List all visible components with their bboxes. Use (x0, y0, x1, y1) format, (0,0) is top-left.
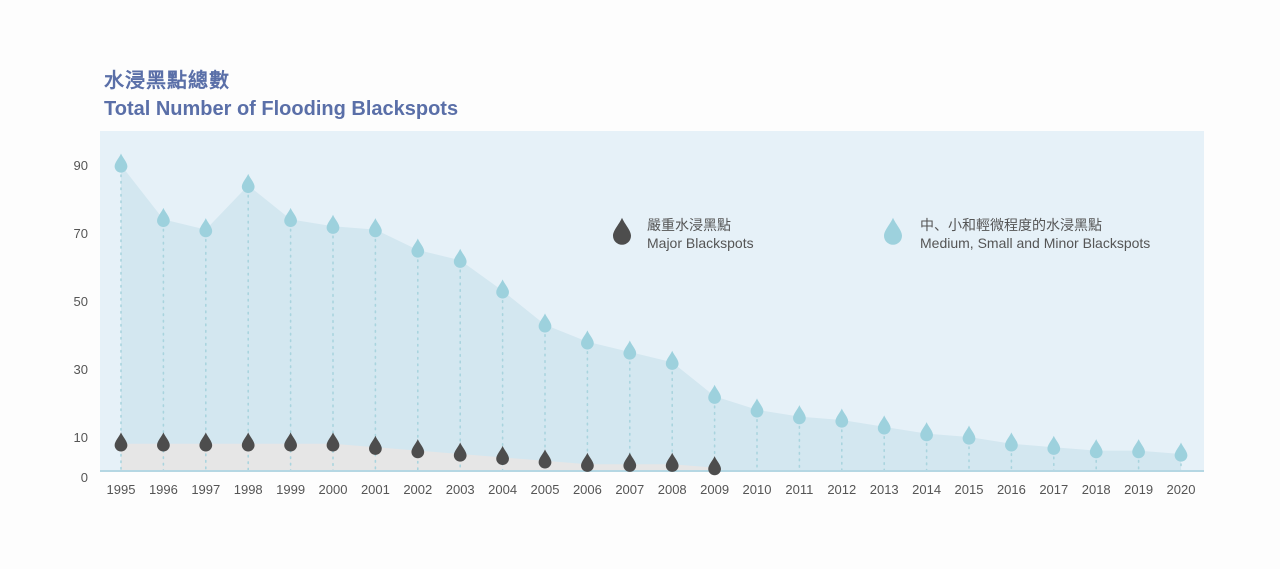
medium-blackspot-drop (1174, 442, 1188, 462)
medium-blackspot-drop (962, 425, 976, 445)
x-tick-label: 2019 (1124, 482, 1153, 497)
y-tick-label: 90 (74, 158, 88, 173)
drop-lines (120, 174, 1182, 472)
medium-blackspot-drop (1132, 439, 1145, 459)
major-blackspot-drop (665, 452, 679, 472)
medium-blackspot-drop (708, 384, 721, 404)
dark-drop-icon (613, 217, 631, 245)
legend: 嚴重水浸黑點 Major Blackspots 中、小和輕微程度的水浸黑點 Mediu… (613, 217, 1150, 251)
x-tick-label: 2007 (615, 482, 644, 497)
major-blackspot-drop (284, 432, 297, 452)
major-blackspot-drop (326, 432, 340, 452)
x-tick-label: 2016 (997, 482, 1026, 497)
medium-blackspot-drop (496, 279, 509, 299)
medium-blackspot-drop (581, 330, 594, 350)
x-tick-label: 1998 (234, 482, 263, 497)
x-tick-label: 2009 (700, 482, 729, 497)
x-tick-label: 2010 (743, 482, 772, 497)
x-tick-label: 2001 (361, 482, 390, 497)
medium-blackspot-drop (326, 214, 340, 234)
medium-blackspot-drop (1047, 435, 1061, 455)
chart-title-zh: 水浸黑點總數 (104, 70, 230, 92)
legend-label-en: Medium, Small and Minor Blackspots (920, 235, 1150, 251)
x-tick-label: 2014 (912, 482, 941, 497)
medium-blackspot-drop (453, 248, 467, 268)
y-tick-label: 30 (74, 362, 88, 377)
x-tick-label: 2006 (573, 482, 602, 497)
medium-blackspot-drop (920, 422, 933, 442)
medium-blackspot-drop (1089, 439, 1103, 459)
x-tick-label: 2013 (870, 482, 899, 497)
x-tick-label: 2008 (658, 482, 687, 497)
x-tick-label: 2005 (531, 482, 560, 497)
major-blackspot-drop (114, 432, 128, 452)
chart-title: 水浸黑點總數 Total Number of Flooding Blackspo… (104, 68, 458, 124)
major-blackspot-drop (623, 452, 637, 472)
x-tick-label: 1997 (191, 482, 220, 497)
medium-blackspot-drop (623, 340, 637, 360)
x-tick-label: 2000 (319, 482, 348, 497)
major-blackspot-drop (369, 435, 382, 455)
medium-blackspots-area (121, 165, 1181, 471)
medium-blackspot-drop (538, 313, 552, 333)
x-tick-label: 2011 (785, 482, 813, 497)
medium-blackspot-drop (665, 350, 679, 370)
x-tick-label: 2002 (403, 482, 432, 497)
major-blackspot-drop (581, 452, 594, 472)
medium-blackspot-drop (835, 408, 849, 428)
x-tick-label: 2017 (1039, 482, 1068, 497)
legend-item: 嚴重水浸黑點 Major Blackspots (613, 217, 754, 251)
medium-blackspot-drop (411, 238, 425, 258)
chart-title-en: Total Number of Flooding Blackspots (104, 98, 459, 120)
x-tick-label: 2004 (488, 482, 517, 497)
medium-blackspot-drop (157, 207, 170, 228)
medium-blackspot-drop (369, 218, 382, 238)
medium-blackspot-drop (877, 415, 891, 435)
legend-label-zh: 嚴重水浸黑點 (647, 217, 731, 233)
major-blackspot-drop (708, 456, 721, 476)
y-tick-label: 70 (74, 226, 88, 241)
medium-blackspot-drop (1005, 432, 1018, 452)
major-blackspot-drop (411, 439, 425, 459)
legend-label-en: Major Blackspots (647, 235, 754, 251)
medium-blackspot-drop (199, 218, 213, 238)
y-tick-label: 0 (81, 470, 88, 485)
legend-label-zh: 中、小和輕微程度的水浸黑點 (920, 217, 1102, 233)
medium-blackspot-drop (793, 405, 806, 425)
major-blackspot-drop (538, 449, 552, 469)
y-axis-ticks: 0 10 30 50 70 90 (74, 158, 88, 485)
light-drop-icon (884, 217, 902, 245)
major-blackspot-drop (157, 432, 170, 452)
y-tick-label: 10 (74, 430, 88, 445)
major-blackspot-drop (496, 445, 509, 466)
medium-blackspot-drop (284, 207, 297, 228)
x-tick-label: 2018 (1082, 482, 1111, 497)
medium-blackspot-drop (114, 153, 128, 173)
x-tick-label: 1996 (149, 482, 178, 497)
x-tick-label: 2003 (446, 482, 475, 497)
x-tick-label: 2015 (955, 482, 984, 497)
legend-item: 中、小和輕微程度的水浸黑點 Medium, Small and Minor Bla… (884, 217, 1150, 251)
drop-markers (114, 153, 1188, 476)
x-axis-ticks: 1995 1996 1997 1998 1999 2000 2001 2002 2003 2004… (107, 482, 1196, 497)
y-tick-label: 50 (74, 294, 88, 309)
major-blackspot-drop (199, 432, 213, 452)
medium-blackspot-drop (750, 398, 764, 418)
major-blackspot-drop (453, 442, 467, 462)
x-tick-label: 2020 (1167, 482, 1196, 497)
major-blackspot-drop (241, 432, 255, 452)
x-tick-label: 2012 (827, 482, 856, 497)
medium-blackspot-drop (241, 173, 255, 194)
x-tick-label: 1995 (107, 482, 136, 497)
x-tick-label: 1999 (276, 482, 305, 497)
